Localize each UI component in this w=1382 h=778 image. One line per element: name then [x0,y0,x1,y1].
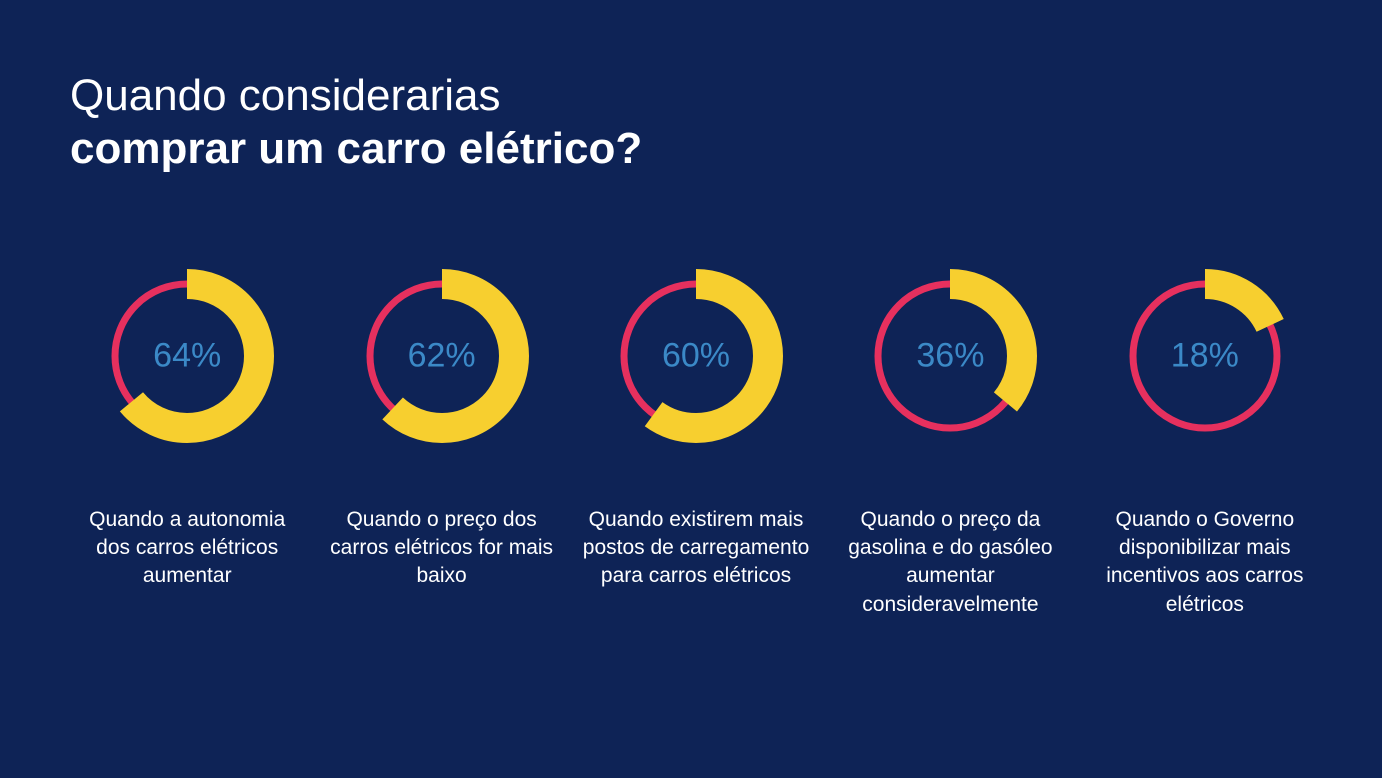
chart-caption: Quando a autonomia dos carros elétricos … [70,506,304,591]
donut-chart: 18% [1115,266,1295,446]
chart-caption: Quando existirem mais postos de carregam… [579,506,813,591]
chart-item: 64% Quando a autonomia dos carros elétric… [70,266,304,619]
title-line-2: comprar um carro elétrico? [70,123,1322,176]
title-line-1: Quando considerarias [70,70,1322,123]
pct-label: 60% [662,336,730,375]
infographic-container: Quando considerarias comprar um carro el… [0,0,1382,619]
donut-chart: 36% [860,266,1040,446]
charts-row: 64% Quando a autonomia dos carros elétric… [70,266,1322,619]
pct-label: 64% [153,336,221,375]
chart-caption: Quando o preço dos carros elétricos for … [324,506,558,591]
chart-item: 60% Quando existirem mais postos de carre… [579,266,813,619]
chart-item: 36% Quando o preço da gasolina e do gasól… [833,266,1067,619]
chart-item: 18% Quando o Governo disponibilizar mais … [1088,266,1322,619]
pct-label: 36% [916,336,984,375]
chart-caption: Quando o Governo disponibilizar mais inc… [1088,506,1322,619]
title-block: Quando considerarias comprar um carro el… [70,70,1322,176]
pct-label: 62% [408,336,476,375]
donut-chart: 64% [97,266,277,446]
chart-caption: Quando o preço da gasolina e do gasóleo … [833,506,1067,619]
chart-item: 62% Quando o preço dos carros elétricos f… [324,266,558,619]
pct-label: 18% [1171,336,1239,375]
donut-chart: 60% [606,266,786,446]
donut-chart: 62% [352,266,532,446]
